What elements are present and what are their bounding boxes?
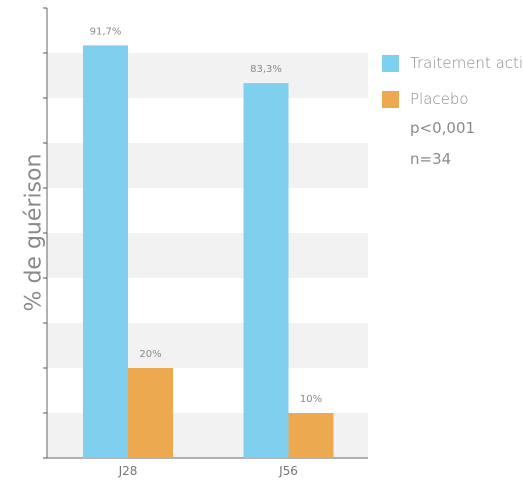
- legend-swatch-placebo: [382, 90, 399, 108]
- legend-label-treatment: Traitement actif: [410, 54, 523, 72]
- annotation-p-value: p<0,001: [410, 119, 476, 137]
- legend-label-placebo: Placebo: [410, 90, 469, 108]
- bar-treatment-j56: [243, 83, 289, 459]
- bar-treatment-j28: [83, 45, 128, 458]
- legend-item-treatment: Traitement actif: [382, 52, 523, 74]
- x-tick-label: J28: [118, 464, 138, 478]
- data-label: 10%: [300, 394, 322, 405]
- bar-placebo-j28: [128, 368, 173, 458]
- bar-placebo-j56: [288, 413, 334, 458]
- legend-swatch-treatment: [382, 54, 399, 72]
- x-tick-label: J56: [278, 464, 298, 478]
- bars: 91,7% 20% 83,3% 10%: [83, 26, 334, 459]
- legend-item-placebo: Placebo: [382, 88, 523, 110]
- legend: Traitement actif Placebo: [382, 52, 523, 124]
- x-tick-labels: J28 J56: [118, 464, 298, 478]
- y-ticks: [43, 7, 47, 459]
- data-label: 91,7%: [90, 26, 122, 37]
- data-label: 20%: [139, 349, 161, 360]
- annotation-n: n=34: [410, 150, 452, 168]
- y-axis-label: % de guérison: [21, 153, 47, 312]
- data-label: 83,3%: [250, 64, 282, 75]
